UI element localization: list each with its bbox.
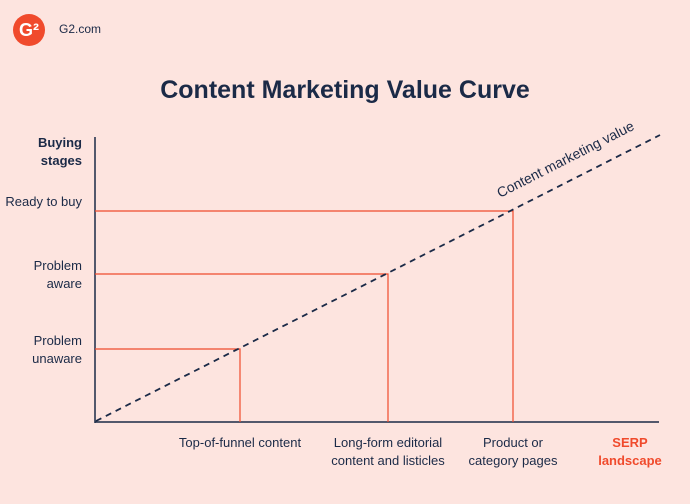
y-label-problem-unaware: Problem unaware (32, 333, 82, 366)
y-axis-title: Buying stages (37, 135, 82, 168)
g2-logo: G² (13, 14, 45, 46)
x-label-top-of-funnel: Top-of-funnel content (178, 435, 302, 450)
guide-problem-aware (95, 273, 389, 422)
x-axis-title: SERP landscape (598, 435, 662, 468)
x-label-product-pages: Product or category pages (468, 435, 558, 468)
curve-label: Content marketing value (494, 117, 637, 200)
guide-ready-to-buy (95, 210, 514, 422)
chart-title: Content Marketing Value Curve (160, 76, 530, 104)
guide-problem-unaware (95, 348, 241, 422)
site-name: G2.com (59, 22, 102, 36)
y-label-ready-to-buy: Ready to buy (5, 194, 82, 209)
value-curve (95, 134, 661, 422)
x-label-long-form: Long-form editorial content and listicle… (331, 435, 445, 468)
y-label-problem-aware: Problem aware (33, 258, 82, 291)
